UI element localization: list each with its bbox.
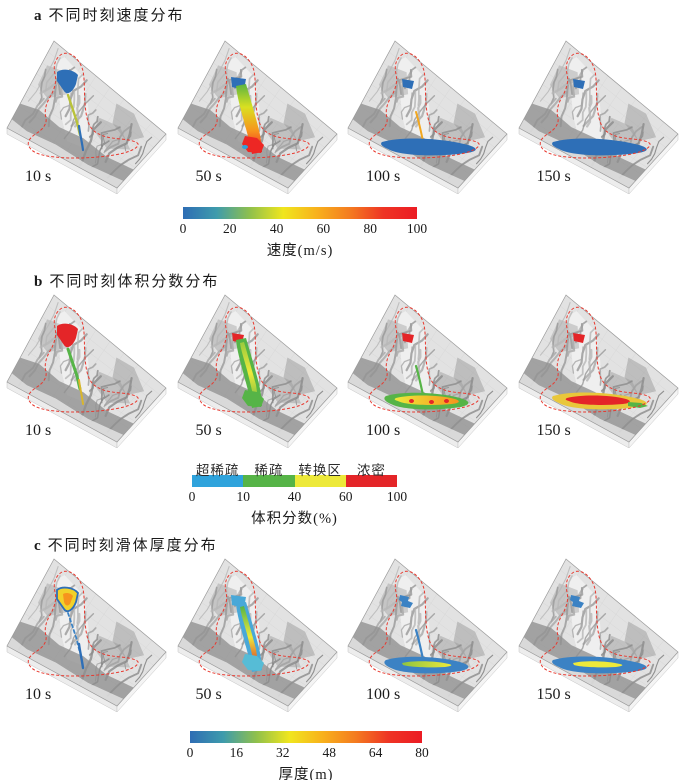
tick-label: 32 xyxy=(276,745,290,760)
time-label: 10 s xyxy=(25,168,52,185)
landslide-boundary-outline xyxy=(368,306,480,413)
terrain-render xyxy=(177,40,338,194)
landslide-boundary-outline xyxy=(368,570,480,677)
colorbar-unit-label: 厚度(m) xyxy=(278,767,334,780)
time-label: 150 s xyxy=(536,686,571,703)
colorbar-ticks: 0 16 32 48 64 80 xyxy=(186,745,429,762)
time-label: 150 s xyxy=(536,168,571,185)
terrain-view-a-50s: 50 s xyxy=(171,36,342,194)
colorbar-segment xyxy=(294,475,346,487)
time-label: 100 s xyxy=(366,686,401,703)
tick-label: 16 xyxy=(229,745,244,760)
colorbar-segment xyxy=(192,475,244,487)
colorbar-segment xyxy=(243,475,295,487)
terrain-view-b-50s: 50 s xyxy=(171,290,342,448)
category-label: 浓密 xyxy=(356,463,386,478)
panel-b-figures: 10 s 50 s 100 s 150 s xyxy=(0,290,682,448)
terrain-render xyxy=(6,558,167,712)
landslide-boundary-outline xyxy=(27,52,139,159)
time-label: 50 s xyxy=(195,168,222,185)
tick-label: 100 xyxy=(406,221,428,236)
time-label: 150 s xyxy=(536,422,571,439)
terrain-render xyxy=(177,294,338,448)
landslide-boundary-outline xyxy=(539,570,651,677)
colorbar-unit-label: 体积分数(%) xyxy=(251,511,338,527)
tick-label: 80 xyxy=(415,745,429,760)
terrain-render xyxy=(6,294,167,448)
terrain-view-c-10s: 10 s xyxy=(0,554,171,712)
time-label: 10 s xyxy=(25,422,52,439)
tick-label: 20 xyxy=(223,221,237,236)
terrain-render xyxy=(347,558,508,712)
tick-label: 60 xyxy=(316,221,331,236)
landslide-boundary-outline xyxy=(368,52,480,159)
time-label: 50 s xyxy=(195,422,222,439)
colorbar-category-labels: 超稀疏 稀疏 转换区 浓密 xyxy=(192,459,397,478)
tick-label: 64 xyxy=(368,745,383,760)
landslide-boundary-outline xyxy=(539,52,651,159)
colorbar-ticks: 0 20 40 60 80 100 xyxy=(179,221,428,238)
landslide-boundary-outline xyxy=(27,570,139,677)
tick-label: 40 xyxy=(269,221,284,236)
time-label: 50 s xyxy=(195,686,222,703)
landslide-boundary-outline xyxy=(198,52,310,159)
tick-label: 10 xyxy=(236,489,251,504)
terrain-render xyxy=(6,40,167,194)
panel-b-title: b 不同时刻体积分数分布 xyxy=(34,270,219,291)
panel-a-letter: a xyxy=(34,8,42,24)
panel-c-letter: c xyxy=(34,538,41,554)
panel-b-title-text: 不同时刻体积分数分布 xyxy=(49,274,220,290)
panel-c-figures: 10 s 50 s 100 s 150 s xyxy=(0,554,682,712)
terrain-view-b-10s: 10 s xyxy=(0,290,171,448)
landslide-boundary-outline xyxy=(27,306,139,413)
colorbar-unit-label: 速度(m/s) xyxy=(266,243,334,259)
panel-a-figures: 10 s 50 s 100 s 150 s xyxy=(0,36,682,194)
panel-a-title-text: 不同时刻速度分布 xyxy=(48,8,185,24)
category-label: 稀疏 xyxy=(254,463,284,478)
terrain-render xyxy=(518,40,679,194)
tick-label: 0 xyxy=(186,745,194,760)
time-label: 100 s xyxy=(366,422,401,439)
panel-a-colorbar: 0 20 40 60 80 100 速度(m/s) xyxy=(179,207,428,260)
terrain-view-c-150s: 150 s xyxy=(512,554,682,712)
tick-label: 40 xyxy=(287,489,302,504)
terrain-render xyxy=(347,40,508,194)
colorbar-segment xyxy=(345,475,397,487)
terrain-view-a-150s: 150 s xyxy=(512,36,682,194)
tick-label: 100 xyxy=(386,489,408,504)
time-label: 100 s xyxy=(366,168,401,185)
terrain-view-b-150s: 150 s xyxy=(512,290,682,448)
landslide-boundary-outline xyxy=(198,570,310,677)
time-label: 10 s xyxy=(25,686,52,703)
tick-label: 60 xyxy=(339,489,353,504)
terrain-view-a-10s: 10 s xyxy=(0,36,171,194)
colorbar-segments xyxy=(192,475,397,487)
tick-label: 48 xyxy=(322,745,336,760)
tick-label: 0 xyxy=(179,221,187,236)
colorbar-gradient xyxy=(190,731,422,743)
terrain-render xyxy=(518,558,679,712)
terrain-render xyxy=(518,294,679,448)
panel-b-colorbar: 超稀疏 稀疏 转换区 浓密 0 10 40 60 100 体积分数(%) xyxy=(188,459,408,528)
panel-c-title: c 不同时刻滑体厚度分布 xyxy=(34,534,218,555)
tick-label: 0 xyxy=(188,489,196,504)
panel-c-title-text: 不同时刻滑体厚度分布 xyxy=(47,538,218,554)
terrain-render xyxy=(347,294,508,448)
terrain-view-a-100s: 100 s xyxy=(341,36,512,194)
terrain-view-b-100s: 100 s xyxy=(341,290,512,448)
landslide-boundary-outline xyxy=(198,306,310,413)
colorbar-ticks: 0 10 40 60 100 xyxy=(188,489,408,506)
category-label: 转换区 xyxy=(298,463,342,478)
terrain-render xyxy=(177,558,338,712)
terrain-view-c-100s: 100 s xyxy=(341,554,512,712)
landslide-boundary-outline xyxy=(539,306,651,413)
category-label: 超稀疏 xyxy=(195,463,240,478)
terrain-view-c-50s: 50 s xyxy=(171,554,342,712)
panel-c-colorbar: 0 16 32 48 64 80 厚度(m) xyxy=(186,731,429,780)
panel-a-title: a 不同时刻速度分布 xyxy=(34,4,185,25)
colorbar-gradient xyxy=(183,207,417,219)
panel-b-letter: b xyxy=(34,274,43,290)
tick-label: 80 xyxy=(363,221,377,236)
